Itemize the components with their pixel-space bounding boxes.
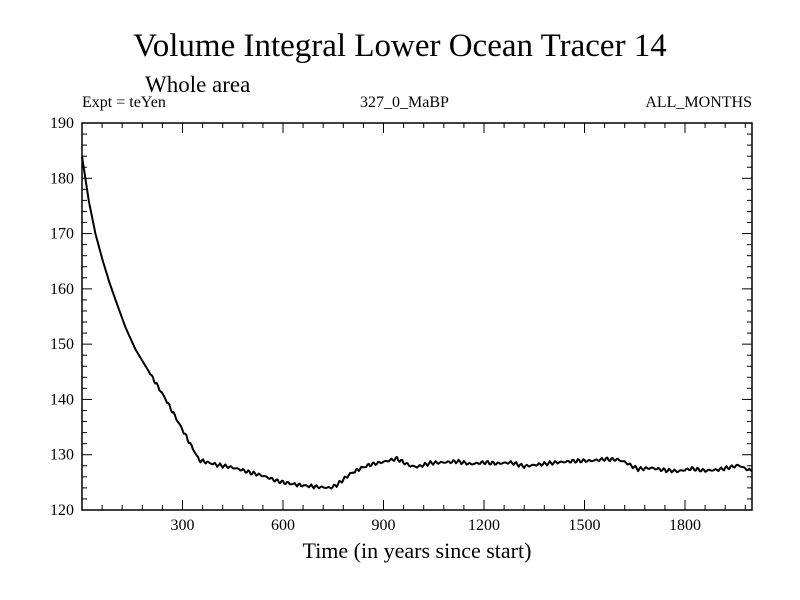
y-tick-label: 180 [50,170,74,187]
x-tick-label: 600 [271,517,295,534]
x-tick-label: 1200 [468,517,500,534]
y-tick-label: 170 [50,226,74,243]
y-tick-label: 120 [50,502,74,519]
series-line [81,156,753,490]
x-tick-label: 300 [171,517,195,534]
months-label: ALL_MONTHS [645,94,752,111]
x-tick-label: 1800 [669,517,701,534]
y-tick-label: 160 [50,281,74,298]
y-tick-label: 190 [50,115,74,132]
x-tick-label: 900 [372,517,396,534]
chart-title: Volume Integral Lower Ocean Tracer 14 [133,28,667,64]
x-axis-label: Time (in years since start) [303,538,532,563]
y-tick-label: 150 [50,336,74,353]
y-tick-label: 130 [50,447,74,464]
axis-tick-labels: 300 600 900 1200 1500 1800 120 130 140 150 160 170 1… [50,115,701,534]
x-tick-label: 1500 [569,517,601,534]
axis-ticks [82,123,752,510]
chart-subtitle: Whole area [145,72,251,97]
experiment-label: Expt = teYen [82,94,166,111]
y-tick-label: 140 [50,391,74,408]
plot-frame [81,122,753,511]
run-label: 327_0_MaBP [360,94,449,111]
